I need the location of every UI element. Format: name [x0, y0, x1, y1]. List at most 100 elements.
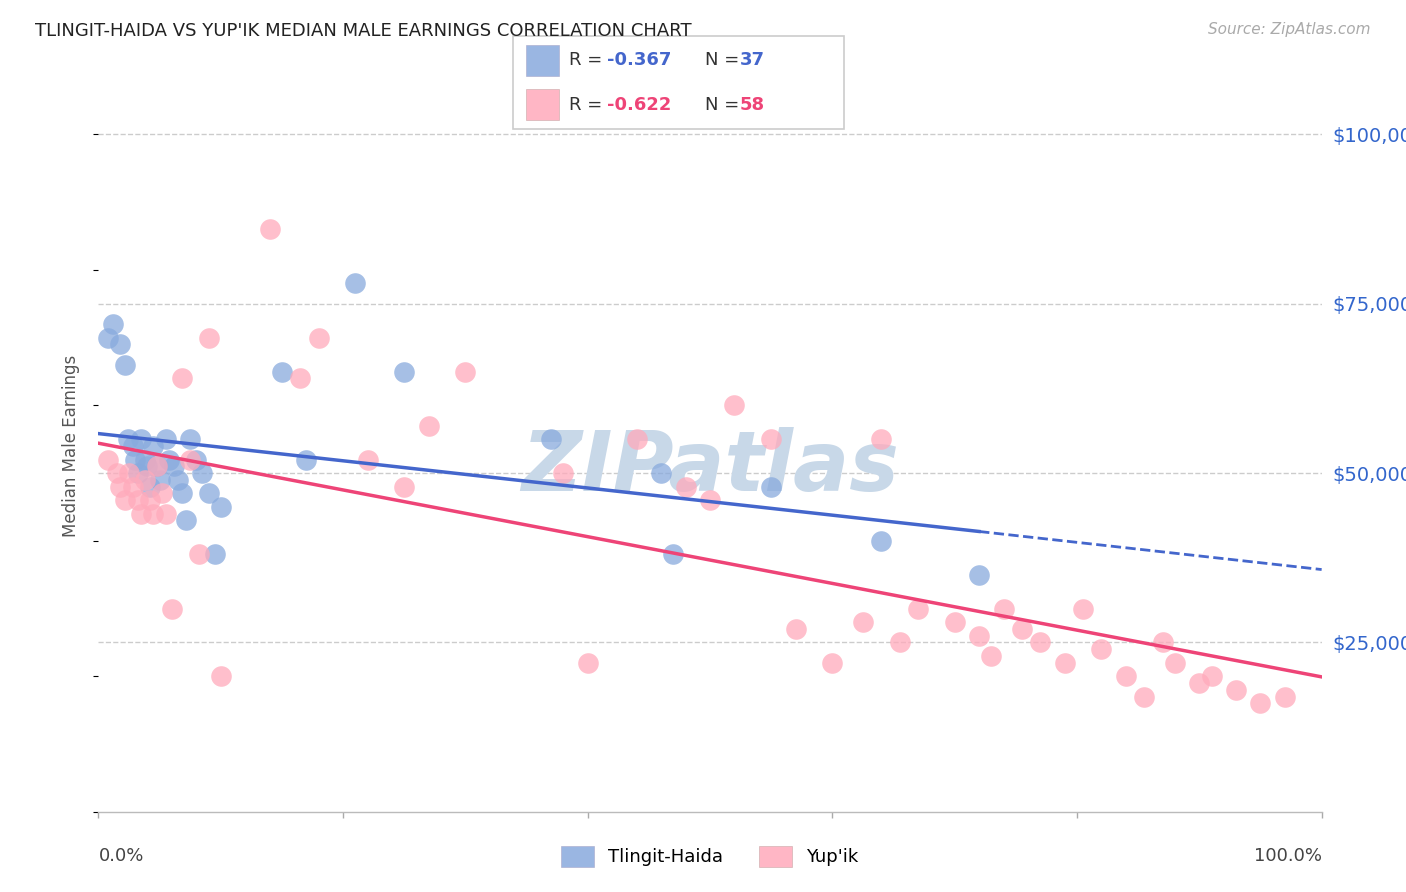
Text: -0.622: -0.622 — [607, 95, 672, 113]
Point — [179, 452, 201, 467]
Point — [1090, 642, 1112, 657]
Point — [1071, 601, 1094, 615]
Point — [650, 466, 672, 480]
Point — [392, 480, 416, 494]
Bar — [526, 89, 560, 120]
Point — [146, 459, 169, 474]
Point — [139, 480, 162, 494]
Point — [993, 601, 1015, 615]
Point — [155, 507, 177, 521]
Text: R =: R = — [569, 52, 609, 70]
Point — [139, 493, 162, 508]
Point — [110, 337, 132, 351]
Point — [967, 629, 990, 643]
Point — [723, 398, 745, 412]
Point — [114, 358, 136, 372]
Point — [259, 222, 281, 236]
Point — [160, 601, 183, 615]
Point — [136, 459, 159, 474]
Point — [142, 439, 165, 453]
Point — [1188, 676, 1211, 690]
Point — [1249, 697, 1271, 711]
Point — [1133, 690, 1156, 704]
Point — [1164, 656, 1187, 670]
Point — [626, 432, 648, 446]
Point — [150, 486, 173, 500]
Bar — [526, 45, 560, 76]
Point — [344, 277, 367, 291]
Point — [1053, 656, 1076, 670]
Point — [870, 432, 893, 446]
Point — [121, 439, 143, 453]
Point — [889, 635, 911, 649]
Point — [127, 493, 149, 508]
Point — [134, 473, 156, 487]
Point — [699, 493, 721, 508]
Point — [662, 547, 685, 561]
Text: -0.367: -0.367 — [607, 52, 672, 70]
Point — [1011, 622, 1033, 636]
Point — [191, 466, 214, 480]
Point — [761, 432, 783, 446]
Point — [176, 514, 198, 528]
Point — [167, 473, 190, 487]
Point — [101, 317, 124, 331]
Point — [761, 480, 783, 494]
Point — [821, 656, 844, 670]
Point — [270, 364, 294, 378]
Text: 100.0%: 100.0% — [1254, 847, 1322, 865]
Point — [149, 473, 172, 487]
Point — [870, 533, 893, 548]
Point — [146, 459, 169, 474]
Point — [852, 615, 875, 629]
Point — [142, 507, 165, 521]
Point — [356, 452, 378, 467]
Point — [97, 331, 120, 345]
Legend: Tlingit-Haida, Yup'ik: Tlingit-Haida, Yup'ik — [553, 837, 868, 876]
Point — [129, 432, 152, 446]
Point — [308, 331, 330, 345]
Point — [553, 466, 575, 480]
Text: 0.0%: 0.0% — [98, 847, 143, 865]
Text: Source: ZipAtlas.com: Source: ZipAtlas.com — [1208, 22, 1371, 37]
Point — [127, 466, 149, 480]
Point — [129, 507, 152, 521]
Point — [117, 432, 139, 446]
Point — [980, 648, 1002, 663]
Point — [290, 371, 312, 385]
Point — [114, 493, 136, 508]
Point — [124, 452, 146, 467]
Text: 37: 37 — [740, 52, 765, 70]
Point — [1029, 635, 1052, 649]
Point — [1274, 690, 1296, 704]
Point — [170, 371, 193, 385]
Point — [295, 452, 318, 467]
Point — [97, 452, 120, 467]
Point — [943, 615, 966, 629]
Point — [454, 364, 477, 378]
Point — [418, 418, 440, 433]
Point — [1225, 682, 1247, 697]
Point — [197, 331, 219, 345]
Point — [967, 567, 990, 582]
Y-axis label: Median Male Earnings: Median Male Earnings — [62, 355, 80, 537]
Point — [392, 364, 416, 378]
Point — [1201, 669, 1223, 683]
Point — [157, 452, 180, 467]
Text: R =: R = — [569, 95, 609, 113]
Point — [163, 459, 186, 474]
Point — [907, 601, 929, 615]
Text: N =: N = — [704, 52, 745, 70]
Text: 58: 58 — [740, 95, 765, 113]
Point — [118, 466, 141, 480]
Point — [155, 432, 177, 446]
Text: N =: N = — [704, 95, 745, 113]
Point — [540, 432, 562, 446]
Point — [1115, 669, 1137, 683]
Point — [105, 466, 128, 480]
Point — [179, 432, 201, 446]
Point — [110, 480, 132, 494]
Point — [209, 669, 232, 683]
Point — [785, 622, 807, 636]
Text: TLINGIT-HAIDA VS YUP'IK MEDIAN MALE EARNINGS CORRELATION CHART: TLINGIT-HAIDA VS YUP'IK MEDIAN MALE EARN… — [35, 22, 692, 40]
